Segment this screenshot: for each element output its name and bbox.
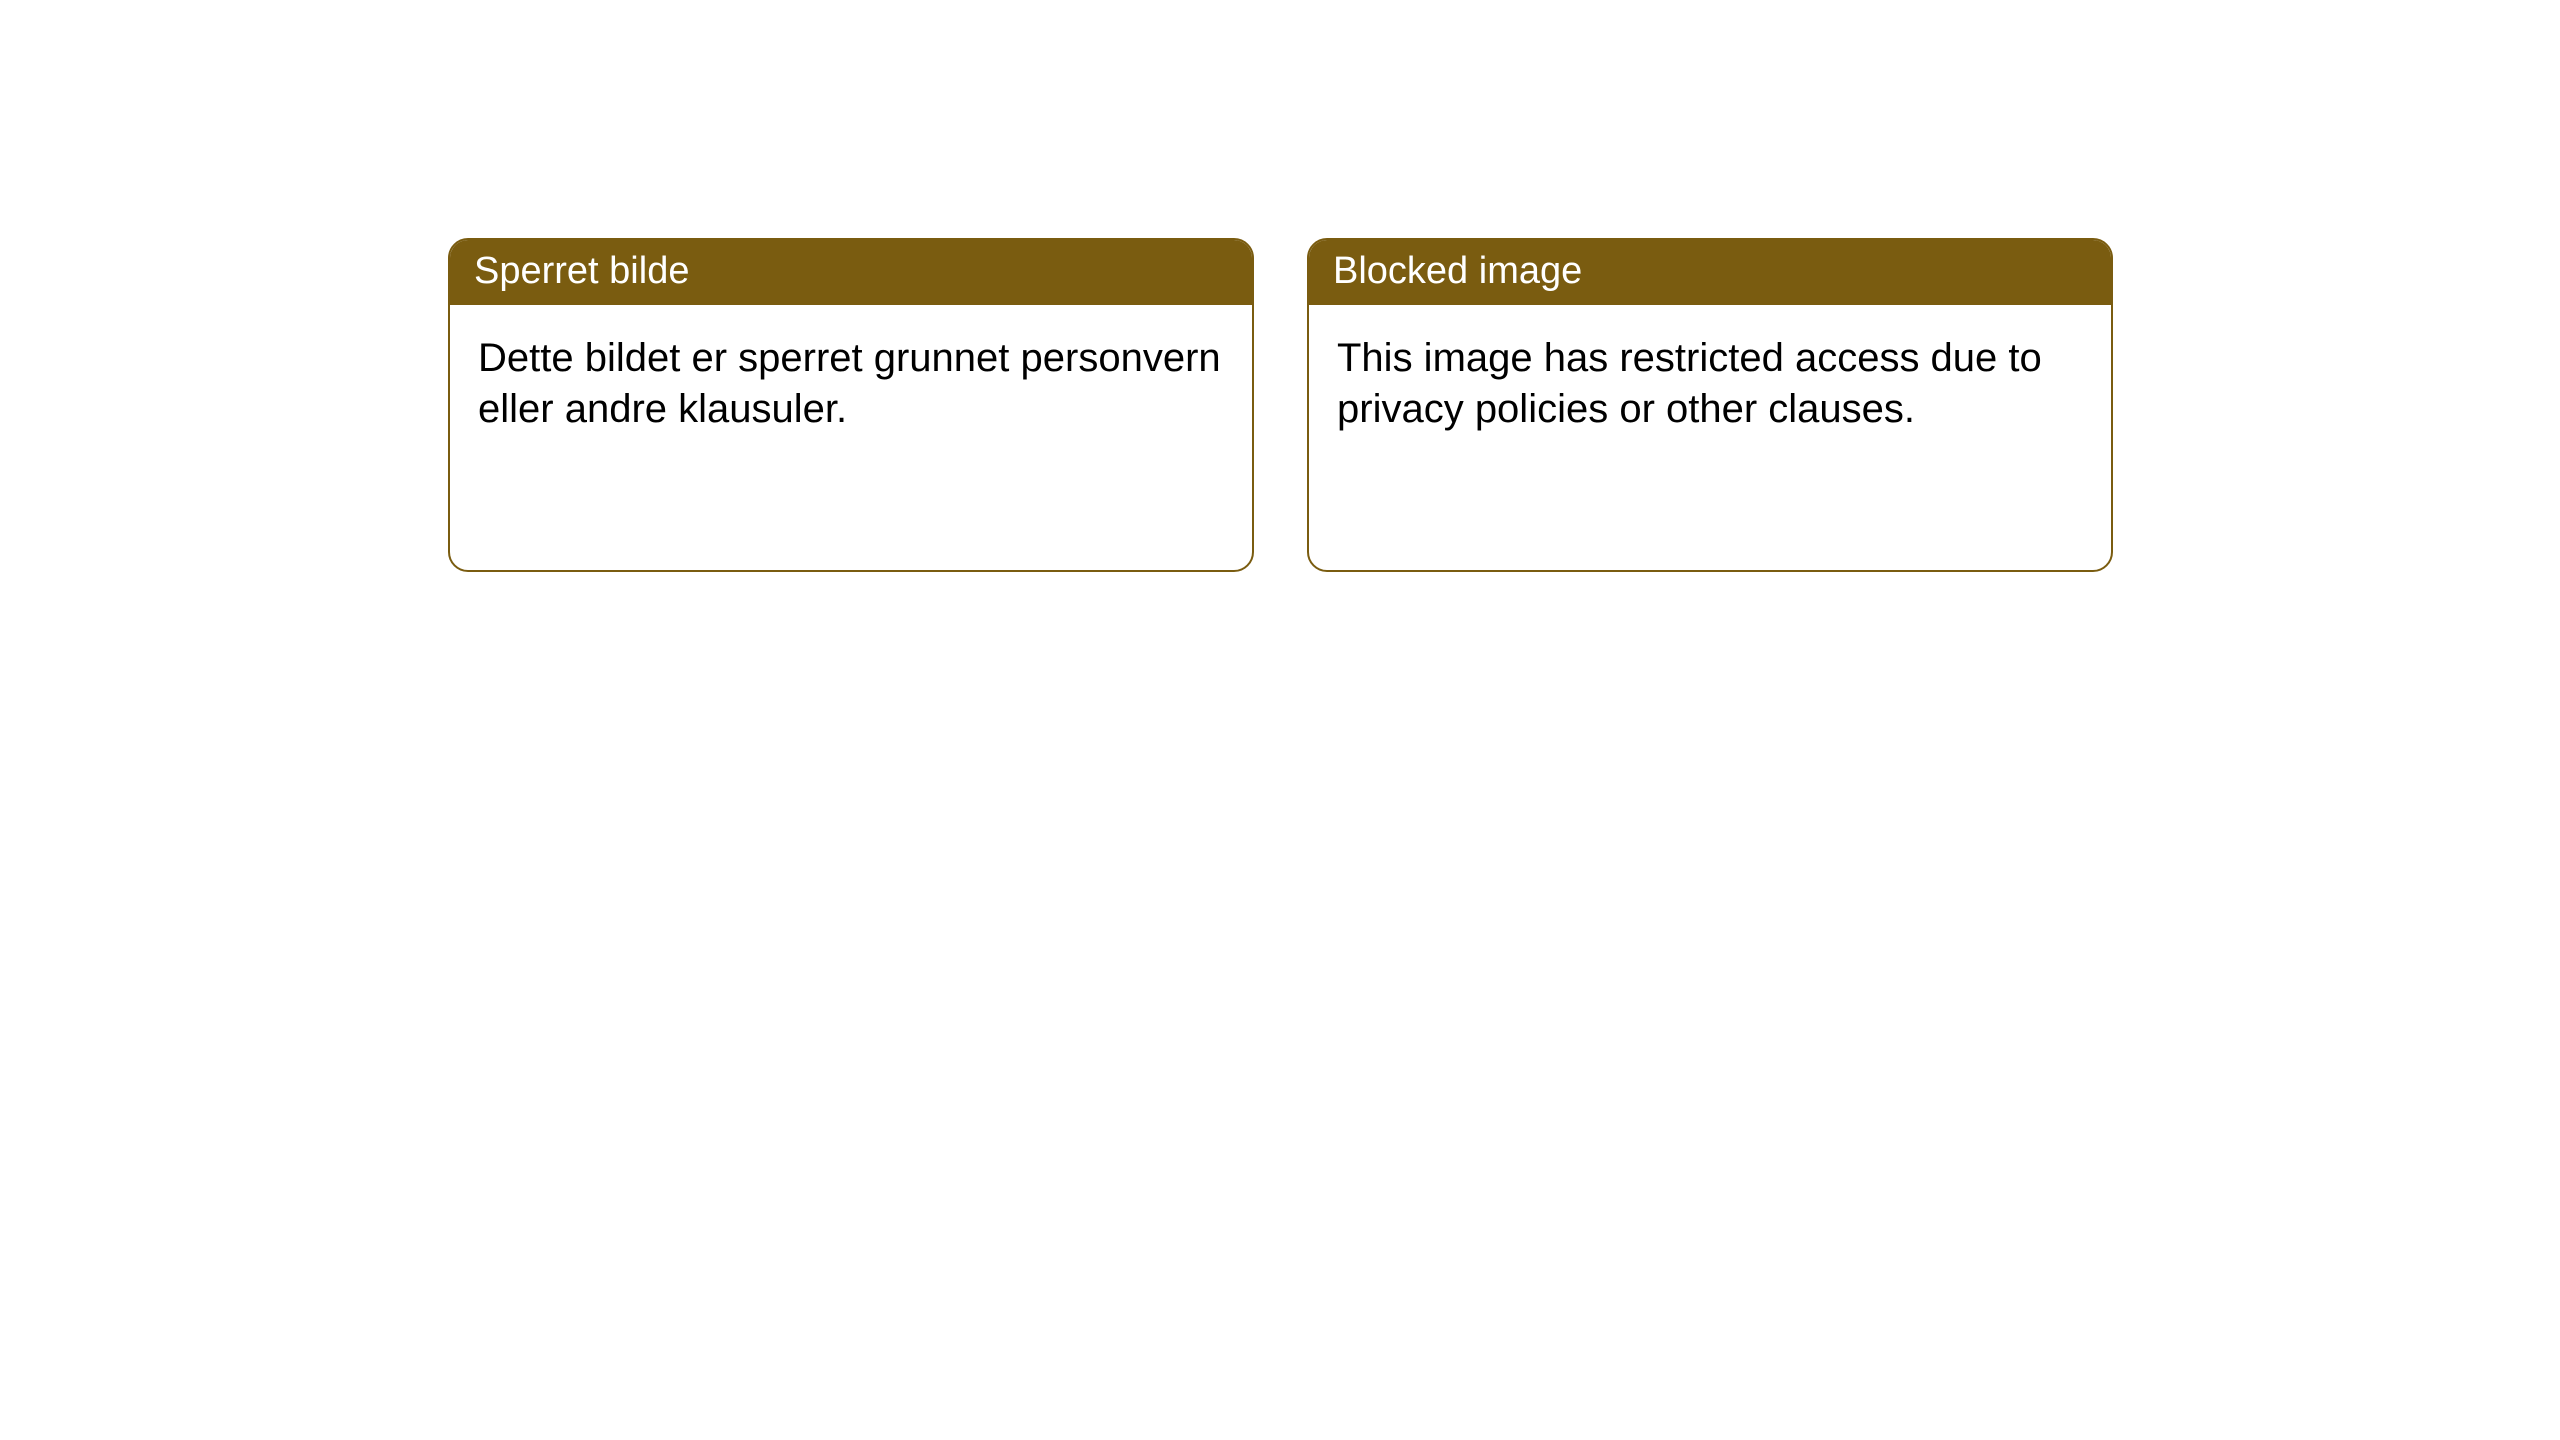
notice-card-english: Blocked image This image has restricted … — [1307, 238, 2113, 572]
notice-card-title: Sperret bilde — [474, 250, 689, 292]
notice-card-norwegian: Sperret bilde Dette bildet er sperret gr… — [448, 238, 1254, 572]
notice-card-body: Dette bildet er sperret grunnet personve… — [450, 305, 1252, 463]
notice-card-header: Blocked image — [1309, 240, 2111, 305]
notice-card-message: This image has restricted access due to … — [1337, 336, 2042, 431]
notice-card-title: Blocked image — [1333, 250, 1582, 292]
notice-card-message: Dette bildet er sperret grunnet personve… — [478, 336, 1221, 431]
notice-card-header: Sperret bilde — [450, 240, 1252, 305]
notice-card-body: This image has restricted access due to … — [1309, 305, 2111, 463]
notice-cards-container: Sperret bilde Dette bildet er sperret gr… — [0, 0, 2560, 572]
